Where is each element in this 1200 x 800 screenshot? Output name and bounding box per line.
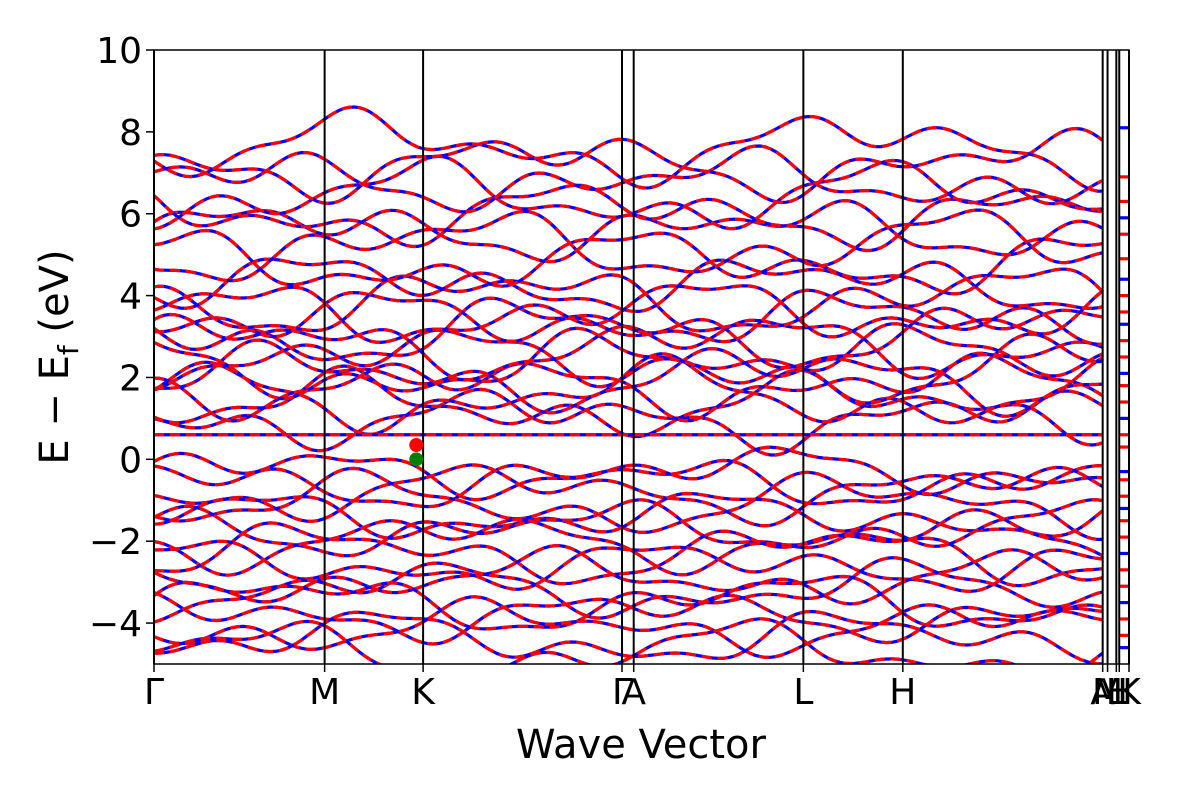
spin-down-band-32 bbox=[154, 183, 1103, 253]
spin-down-band-8 bbox=[154, 539, 1103, 593]
spin-down-band-28 bbox=[154, 257, 1104, 313]
spin-up-band-33 bbox=[154, 154, 1103, 231]
spin-down-band-7 bbox=[154, 521, 1103, 588]
x-tick-label: A bbox=[1090, 672, 1115, 713]
spin-down-band-12 bbox=[154, 591, 1103, 646]
spin-down-band-15 bbox=[154, 617, 1104, 664]
band-lines bbox=[154, 105, 1129, 664]
spin-up-band-17 bbox=[154, 364, 1104, 447]
band-edge-marker bbox=[409, 438, 424, 453]
x-tick-label: M bbox=[1092, 672, 1123, 713]
y-tick-label: −2 bbox=[89, 522, 142, 563]
y-tick-label: 8 bbox=[119, 113, 142, 154]
y-tick-label: 4 bbox=[119, 277, 142, 318]
y-tick-label: 2 bbox=[119, 358, 142, 399]
spin-down-band-11 bbox=[154, 574, 1104, 631]
spin-up-band-36 bbox=[154, 105, 1103, 193]
spin-down-band-27 bbox=[154, 267, 1104, 333]
spin-down-band-34 bbox=[154, 144, 1104, 214]
plot-frame bbox=[153, 49, 1130, 665]
spin-down-band-26 bbox=[154, 284, 1104, 345]
spin-up-band-21 bbox=[154, 326, 1103, 405]
spin-down-band-30 bbox=[154, 208, 1104, 283]
x-tick-label: H bbox=[889, 672, 916, 713]
spin-down-band-20 bbox=[154, 338, 1103, 418]
spin-down-band-13 bbox=[154, 595, 1103, 660]
x-tick-label: M bbox=[309, 672, 340, 713]
spin-down-band-33 bbox=[154, 154, 1103, 231]
x-tick-label: Γ bbox=[612, 672, 632, 713]
band-edge-markers bbox=[409, 438, 424, 467]
spin-up-band-7 bbox=[154, 521, 1103, 588]
x-tick-label: Γ bbox=[144, 672, 164, 713]
spin-down-band-14 bbox=[154, 609, 1103, 664]
spin-down-band-25 bbox=[154, 288, 1103, 346]
x-tick-label: L bbox=[793, 672, 813, 713]
spin-down-band-9 bbox=[154, 544, 1104, 606]
spin-down-band-29 bbox=[154, 228, 1103, 296]
spin-up-band-12 bbox=[154, 591, 1103, 646]
y-tick-label: 6 bbox=[119, 195, 142, 236]
spin-down-band-22 bbox=[154, 322, 1104, 392]
x-tick-label: H bbox=[1106, 672, 1133, 713]
x-tick-label: A bbox=[621, 672, 646, 713]
x-tick-label: K bbox=[1117, 672, 1142, 713]
spin-down-band-19 bbox=[154, 351, 1104, 423]
spin-down-band-1 bbox=[154, 458, 1103, 509]
y-axis-label: E − Ef (eV) bbox=[32, 249, 85, 464]
spin-down-band-10 bbox=[154, 556, 1104, 624]
y-axis-ticks: 10 8 6 4 2 0 −2 −4 bbox=[89, 31, 154, 645]
y-tick-label: −4 bbox=[89, 604, 142, 645]
spin-up-band-9 bbox=[154, 544, 1104, 606]
spin-down-band-3 bbox=[154, 466, 1103, 541]
y-tick-label: 10 bbox=[96, 31, 142, 72]
spin-down-band-24 bbox=[154, 296, 1103, 370]
spin-down-band-5 bbox=[154, 498, 1103, 558]
x-tick-label: K bbox=[411, 672, 436, 713]
y-tick-label: 0 bbox=[119, 440, 142, 481]
spin-down-band-4 bbox=[154, 491, 1104, 540]
x-axis-label: Wave Vector bbox=[516, 722, 767, 768]
spin-down-band-2 bbox=[154, 463, 1104, 528]
spin-down-band-35 bbox=[154, 126, 1104, 206]
band-edge-marker bbox=[409, 452, 424, 467]
x-tick-label: L bbox=[1106, 672, 1126, 713]
spin-down-band-0 bbox=[154, 445, 1103, 502]
spin-down-band-36 bbox=[154, 105, 1103, 193]
spin-down-band-17 bbox=[154, 364, 1104, 447]
spin-down-band-18 bbox=[154, 352, 1104, 437]
